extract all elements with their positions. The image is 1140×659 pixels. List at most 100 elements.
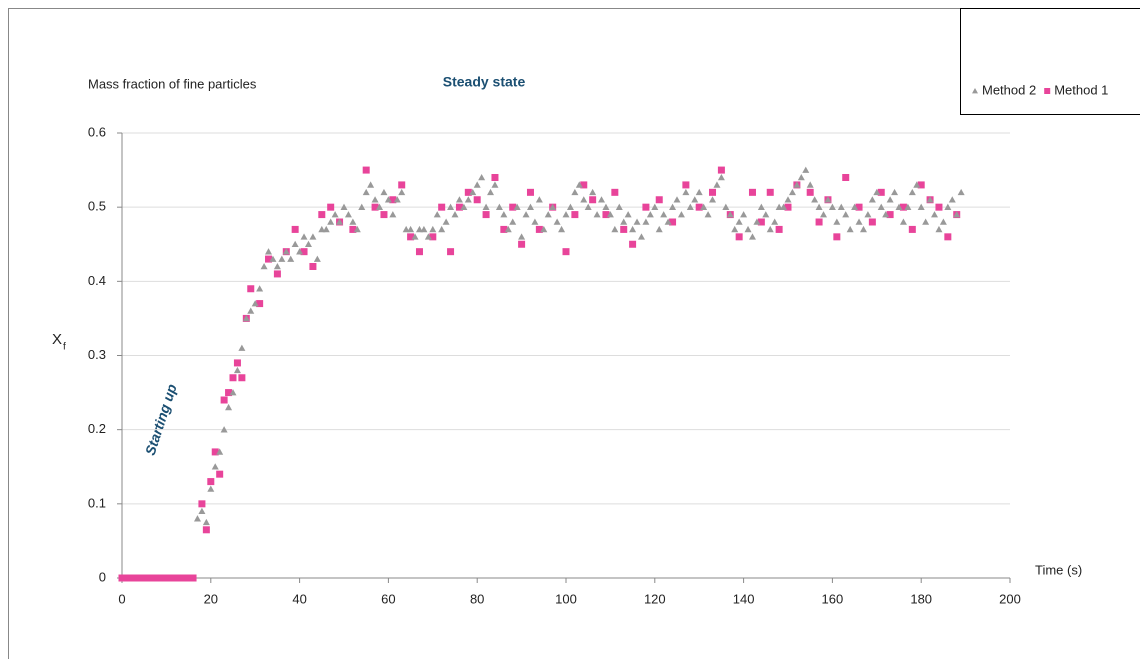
point xyxy=(935,225,943,233)
point xyxy=(464,188,472,196)
point xyxy=(877,203,885,210)
point xyxy=(225,403,233,411)
point xyxy=(504,225,512,233)
point xyxy=(296,248,304,255)
point xyxy=(709,196,717,203)
point xyxy=(744,225,752,233)
point xyxy=(873,188,881,196)
point xyxy=(602,203,610,210)
point xyxy=(482,211,490,219)
point xyxy=(868,196,876,203)
point xyxy=(198,507,206,515)
point xyxy=(233,359,241,367)
point xyxy=(633,218,641,225)
point xyxy=(464,196,472,203)
point xyxy=(820,211,828,218)
point xyxy=(589,188,597,196)
point xyxy=(740,211,748,218)
point xyxy=(207,478,215,486)
point xyxy=(185,574,193,582)
point xyxy=(389,196,397,204)
point xyxy=(691,196,699,203)
point xyxy=(655,225,663,233)
point xyxy=(895,203,903,210)
point xyxy=(171,574,179,582)
point xyxy=(797,174,805,181)
point xyxy=(531,218,539,225)
point xyxy=(584,203,592,210)
point xyxy=(384,196,392,203)
point xyxy=(127,574,135,582)
point xyxy=(549,203,557,210)
point xyxy=(309,233,317,240)
point xyxy=(522,211,530,218)
point xyxy=(256,300,264,308)
point xyxy=(318,225,326,233)
x-tick-label: 140 xyxy=(733,591,755,606)
point xyxy=(771,218,779,225)
point xyxy=(757,203,765,210)
point xyxy=(122,574,130,582)
point xyxy=(438,203,446,211)
annotation: Steady state xyxy=(443,74,526,90)
point xyxy=(407,233,415,241)
chart-title: Mass fraction of fine particles xyxy=(88,76,257,91)
point xyxy=(664,218,672,225)
point xyxy=(566,203,574,210)
point xyxy=(420,225,428,233)
point xyxy=(682,181,690,189)
x-tick-label: 100 xyxy=(555,591,577,606)
point xyxy=(273,263,281,270)
point xyxy=(802,166,810,173)
point xyxy=(868,218,876,226)
point xyxy=(917,203,925,210)
point xyxy=(202,526,210,534)
point xyxy=(811,196,819,203)
y-tick-label: 0.1 xyxy=(88,495,106,510)
point xyxy=(899,218,907,225)
point xyxy=(886,211,894,219)
point xyxy=(620,225,628,233)
point xyxy=(282,248,290,255)
point xyxy=(429,225,437,233)
point xyxy=(775,203,783,210)
point xyxy=(460,203,468,210)
point xyxy=(349,218,357,225)
point xyxy=(908,225,916,233)
point xyxy=(917,181,925,189)
point xyxy=(935,203,943,211)
point xyxy=(846,225,854,233)
point xyxy=(815,203,823,210)
point xyxy=(256,285,264,292)
point xyxy=(713,181,721,188)
point xyxy=(833,218,841,225)
point xyxy=(154,574,162,582)
point xyxy=(717,166,725,174)
point xyxy=(957,188,965,196)
x-tick-label: 40 xyxy=(292,591,306,606)
point xyxy=(322,225,330,233)
y-tick-label: 0.5 xyxy=(88,199,106,214)
point xyxy=(491,181,499,188)
point xyxy=(695,203,703,211)
point xyxy=(251,300,259,307)
point xyxy=(376,203,384,210)
point xyxy=(229,389,237,396)
point xyxy=(717,174,725,181)
point xyxy=(686,203,694,210)
point xyxy=(193,515,201,522)
point xyxy=(180,574,188,582)
point xyxy=(709,188,717,196)
point xyxy=(469,188,477,196)
point xyxy=(233,366,241,374)
point xyxy=(704,211,712,218)
point xyxy=(424,233,432,240)
point xyxy=(562,211,570,218)
point xyxy=(886,196,894,203)
point xyxy=(415,225,423,233)
y-axis-label-sub: f xyxy=(63,342,66,353)
point xyxy=(202,518,210,526)
point xyxy=(757,218,765,226)
point xyxy=(882,211,890,218)
point xyxy=(371,196,379,203)
